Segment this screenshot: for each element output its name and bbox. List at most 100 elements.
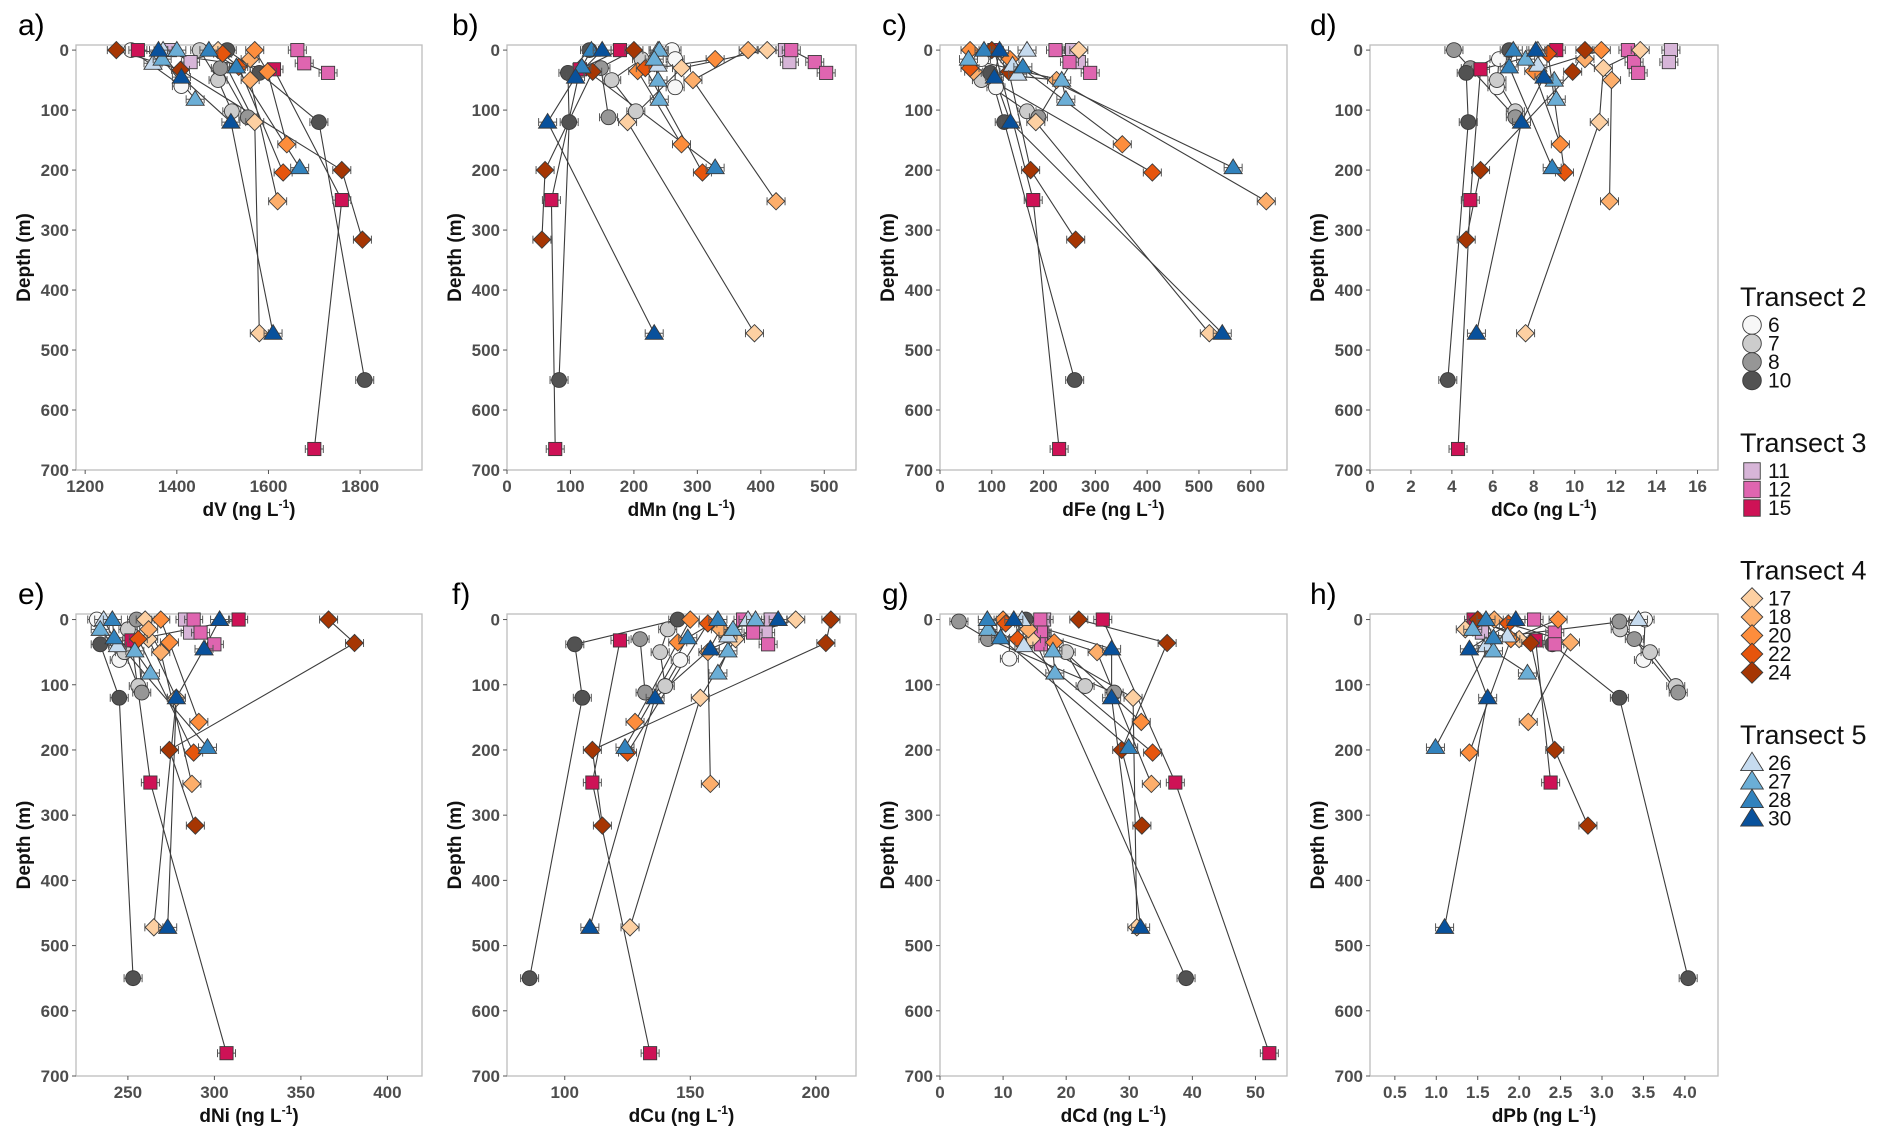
data-point-station-17 [1200,323,1219,343]
data-point-station-8 [1626,631,1643,647]
y-tick-label: 500 [1335,937,1363,956]
data-point-station-27 [978,619,998,636]
y-tick-label: 200 [1335,741,1363,760]
y-tick-label: 200 [472,161,500,180]
legend-key-11 [1743,462,1761,480]
x-axis-title: dCu (ng L-1) [629,1103,735,1127]
x-tick-label: 1600 [250,477,288,496]
data-point-station-28 [1012,57,1033,74]
y-tick-label: 600 [41,1002,69,1021]
data-point-station-18 [151,642,171,662]
data-point-station-27 [718,641,738,658]
data-point-station-28 [677,628,698,645]
data-point-station-18 [738,40,758,60]
y-axis-title: Depth (m) [878,801,899,890]
data-point-station-28 [199,40,219,57]
y-tick-label: 0 [1354,611,1363,630]
data-point-station-26 [1497,626,1518,643]
data-point-station-15 [143,775,158,790]
data-point-station-27 [648,70,668,87]
data-point-station-24 [535,160,555,180]
data-point-station-26 [1017,40,1037,57]
legend-label: 28 [1768,789,1791,812]
x-tick-label: 300 [1081,477,1109,496]
x-axis-title: dCo (ng L-1) [1491,497,1597,521]
data-point-station-18 [182,774,202,794]
data-point-station-8 [600,109,617,126]
x-tick-label: 16 [1688,477,1707,496]
data-point-station-27 [152,49,173,66]
data-point-station-24 [332,160,352,180]
data-point-station-20 [1548,610,1568,629]
legend-key-15 [1743,499,1761,517]
y-tick-label: 200 [905,161,933,180]
data-point-station-12 [1547,625,1562,640]
y-tick-label: 500 [472,937,500,956]
data-point-station-12 [784,43,799,58]
data-point-station-10 [356,372,373,388]
data-point-station-12 [321,65,336,80]
data-point-station-22 [273,163,293,182]
data-point-station-20 [1592,40,1611,60]
data-point-station-20 [1551,135,1570,154]
data-point-station-12 [746,625,761,640]
legend-label: 30 [1768,808,1791,831]
y-tick-label: 600 [1335,401,1363,420]
x-tick-label: 3.5 [1632,1083,1656,1102]
data-point-station-17 [757,40,777,60]
data-point-station-27 [1043,641,1063,658]
data-point-station-20 [258,62,277,81]
x-tick-label: 400 [373,1083,401,1102]
x-tick-label: 300 [683,477,711,496]
legend-key-8 [1742,352,1762,372]
data-point-station-24 [345,633,364,653]
data-point-station-24 [1521,633,1541,653]
data-point-station-24 [1575,40,1595,60]
data-point-station-24 [1021,160,1040,180]
data-point-station-18 [1600,191,1619,211]
data-point-station-12 [193,625,208,640]
data-point-station-30 [209,610,230,627]
panel-label: f) [452,578,470,611]
data-point-station-17 [618,112,637,132]
y-tick-label: 600 [1335,1002,1363,1021]
y-tick-label: 400 [905,871,933,890]
data-point-station-8 [1670,684,1687,701]
x-tick-label: 250 [114,1083,142,1102]
data-point-station-27 [1515,49,1536,66]
profile-line-station-8 [600,68,610,118]
legend-label: 11 [1768,460,1790,483]
data-point-station-7 [1077,678,1093,694]
plot-frame [1369,44,1719,471]
x-tick-label: 20 [1057,1083,1076,1102]
profile-line-station-17 [1525,49,1641,334]
x-tick-label: 200 [802,1083,830,1102]
data-point-station-20 [705,49,725,69]
data-point-station-27 [958,49,979,66]
y-tick-label: 400 [472,281,500,300]
data-point-station-18 [1602,70,1621,90]
y-tick-label: 100 [1335,676,1363,695]
data-point-station-6 [672,652,689,668]
y-tick-label: 700 [472,461,500,480]
legend-key-27 [1739,769,1765,790]
data-point-station-28 [1118,737,1139,754]
data-point-station-12 [1083,65,1098,80]
data-point-station-28 [1223,158,1244,175]
legend-key-30 [1739,806,1765,827]
data-point-station-17 [1123,688,1143,708]
legend-title: Transect 3 [1740,428,1867,458]
data-point-station-30 [1505,610,1526,627]
data-point-station-27 [745,610,766,627]
data-point-station-30 [700,639,721,656]
data-point-station-10 [111,689,128,706]
legend-label: 24 [1768,662,1792,685]
data-point-station-17 [245,112,265,132]
data-point-station-20 [1113,135,1132,154]
data-point-station-7 [603,72,620,88]
data-point-station-18 [1561,633,1580,652]
x-tick-label: 1.0 [1424,1083,1448,1102]
